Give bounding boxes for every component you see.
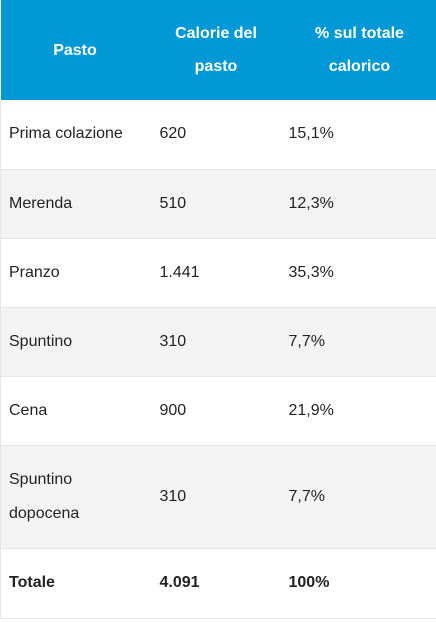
table-total-row: Totale 4.091 100% bbox=[0, 548, 436, 619]
cell-total-calorie: 4.091 bbox=[149, 548, 283, 619]
header-calorie: Calorie del pasto bbox=[149, 0, 283, 100]
cell-percent: 7,7% bbox=[282, 307, 436, 377]
table-row: Prima colazione 620 15,1% bbox=[0, 100, 436, 170]
table-row: Merenda 510 12,3% bbox=[0, 169, 436, 239]
cell-calorie: 620 bbox=[149, 100, 283, 170]
cell-pasto: Spuntino bbox=[0, 307, 150, 377]
header-percent: % sul totale calorico bbox=[282, 0, 436, 100]
cell-calorie: 310 bbox=[149, 307, 283, 377]
cell-total-percent: 100% bbox=[282, 548, 436, 619]
cell-calorie: 510 bbox=[149, 169, 283, 239]
cell-pasto: Cena bbox=[0, 376, 150, 446]
cell-calorie: 900 bbox=[149, 376, 283, 446]
cell-pasto: Pranzo bbox=[0, 238, 150, 308]
cell-percent: 7,7% bbox=[282, 445, 436, 549]
cell-percent: 21,9% bbox=[282, 376, 436, 446]
header-pasto: Pasto bbox=[0, 0, 150, 100]
cell-pasto: Spuntino dopocena bbox=[0, 445, 150, 549]
cell-calorie: 1.441 bbox=[149, 238, 283, 308]
cell-calorie: 310 bbox=[149, 445, 283, 549]
table-row: Pranzo 1.441 35,3% bbox=[0, 238, 436, 308]
table-row: Spuntino dopocena 310 7,7% bbox=[0, 445, 436, 549]
table-header-row: Pasto Calorie del pasto % sul totale cal… bbox=[0, 0, 436, 100]
cell-total-label: Totale bbox=[0, 548, 150, 619]
cell-percent: 12,3% bbox=[282, 169, 436, 239]
table-row: Cena 900 21,9% bbox=[0, 376, 436, 446]
cell-pasto: Merenda bbox=[0, 169, 150, 239]
cell-pasto: Prima colazione bbox=[0, 100, 150, 170]
table-row: Spuntino 310 7,7% bbox=[0, 307, 436, 377]
cell-percent: 35,3% bbox=[282, 238, 436, 308]
cell-percent: 15,1% bbox=[282, 100, 436, 170]
